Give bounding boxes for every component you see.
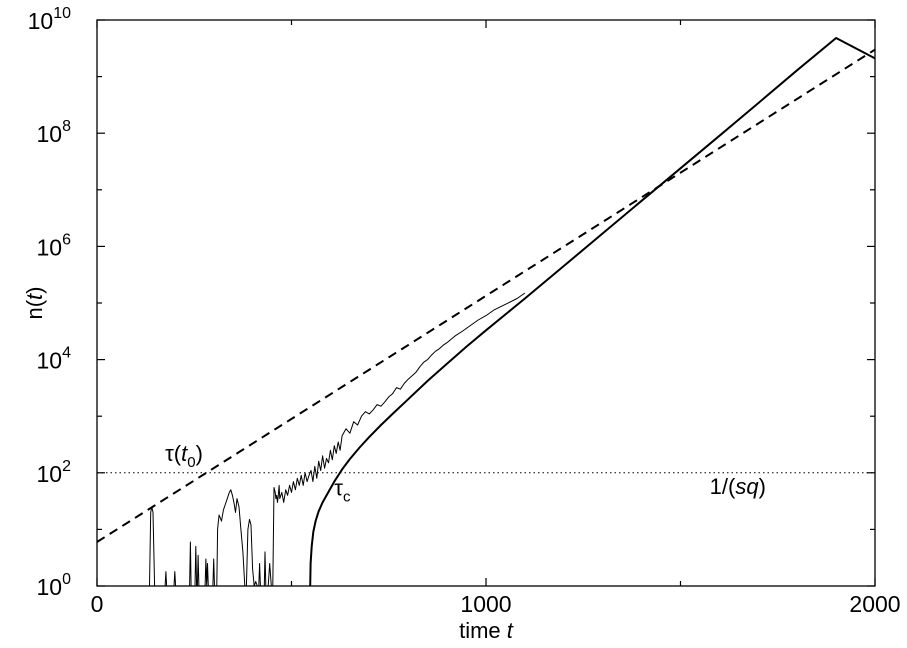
y-axis-title: n(t): [22, 286, 47, 319]
ticks-layer: [96, 19, 876, 587]
y-tick-label: 106: [37, 231, 72, 260]
annotations-layer: τ(t0) τc 1/(sq): [165, 441, 766, 505]
labels-layer: 0 1000 2000 100 102 104 106 108 1010 time t n(t): [22, 5, 901, 643]
annotation-one_over_sq: 1/(sq): [710, 474, 766, 499]
x-tick-label: 0: [91, 591, 104, 617]
series-line-solid-thick: [309, 37, 876, 587]
plot-frame: [96, 19, 876, 587]
x-tick-label: 1000: [460, 591, 511, 617]
y-tick-label: 108: [37, 118, 72, 147]
x-axis-title: time t: [459, 618, 514, 643]
series-line-solid-thin: [149, 292, 526, 587]
y-tick-label: 104: [37, 345, 72, 374]
series-line-dashed: [96, 48, 876, 543]
y-tick-label: 1010: [28, 5, 71, 34]
y-tick-label: 100: [37, 571, 72, 600]
y-tick-label: 102: [37, 458, 72, 487]
annotation-tau_t0: τ(t0): [165, 441, 203, 471]
annotation-tau_c: τc: [334, 475, 351, 505]
x-tick-label: 2000: [849, 591, 900, 617]
series-layer: [96, 37, 876, 587]
